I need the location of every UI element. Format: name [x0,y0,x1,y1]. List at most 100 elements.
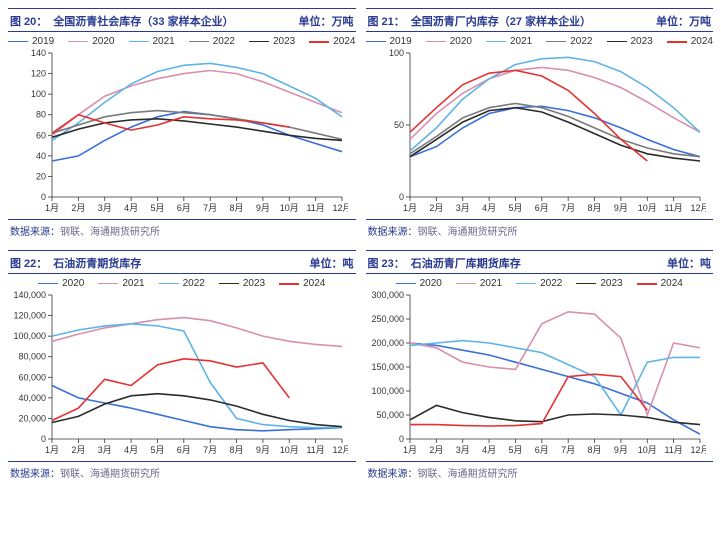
svg-text:7月: 7月 [561,203,575,213]
svg-text:3月: 3月 [455,203,469,213]
legend-item-3: 2022 [189,36,235,47]
legend-swatch [426,41,446,42]
panel-title: 石油沥青期货库存 [53,255,303,271]
svg-text:140: 140 [31,49,46,58]
panel-footer: 数据来源：钢联、海通期货研究所 [8,461,356,486]
header-separator [366,273,714,274]
legend-label: 2019 [390,36,412,47]
panel-unit: 单位：吨 [667,255,711,271]
panel-p20: 图 20： 全国沥青社会库存（33 家样本企业） 单位：万吨 2019 2020 2021… [8,8,356,244]
chart-svg: 0204060801001201401月2月3月4月5月6月7月8月9月10月1… [8,49,348,219]
legend-label: 2020 [450,36,472,47]
source-label: 数据来源： [368,227,418,238]
legend-swatch [8,41,28,42]
header-separator [366,31,714,32]
source-label: 数据来源： [368,469,418,480]
svg-text:120,000: 120,000 [13,311,46,321]
svg-text:50,000: 50,000 [376,410,404,420]
panel-footer: 数据来源：钢联、海通期货研究所 [366,219,714,244]
axes: 050,000100,000150,000200,000250,000300,0… [371,291,706,455]
chart-area: 0501001月2月3月4月5月6月7月8月9月10月11月12月 [366,49,714,219]
panel-footer: 数据来源：钢联、海通期货研究所 [366,461,714,486]
svg-text:7月: 7月 [203,445,217,455]
legend-label: 2023 [631,36,653,47]
legend: 2020 2021 2022 2023 2024 [8,276,356,291]
legend-label: 2023 [600,278,622,289]
legend: 201920202021202220232024 [8,34,356,49]
legend-item-2: 2021 [486,36,532,47]
legend-swatch [98,283,118,284]
legend-label: 2020 [92,36,114,47]
svg-text:10月: 10月 [637,203,656,213]
axes: 020,00040,00060,00080,000100,000120,0001… [13,291,348,455]
figure-number: 图 20： [10,13,47,29]
svg-text:9月: 9月 [613,445,627,455]
svg-text:10月: 10月 [280,445,299,455]
panel-header: 图 23：石油沥青厂库期货库存单位：吨 [366,251,714,273]
legend-swatch [129,41,149,42]
legend-label: 2021 [122,278,144,289]
axes: 0501001月2月3月4月5月6月7月8月9月10月11月12月 [388,49,705,213]
legend-swatch [486,41,506,42]
legend-item-4: 2023 [249,36,295,47]
legend-swatch [667,41,687,43]
chart-svg: 0501001月2月3月4月5月6月7月8月9月10月11月12月 [366,49,706,219]
legend-label: 2024 [691,36,713,47]
series-3 [52,394,342,427]
legend-item-4: 2024 [637,278,683,289]
legend-item-0: 2019 [366,36,412,47]
legend-item-2: 2021 [129,36,175,47]
panel-p21: 图 21：全国沥青厂内库存（27 家样本企业）单位：万吨 2019 2020 2021… [366,8,714,244]
legend-label: 2020 [62,278,84,289]
svg-text:100: 100 [31,89,46,99]
svg-text:300,000: 300,000 [371,291,404,300]
header-separator [8,31,356,32]
svg-text:120: 120 [31,69,46,79]
legend-swatch [607,41,627,42]
legend-label: 2019 [32,36,54,47]
svg-text:1月: 1月 [402,445,416,455]
svg-text:100,000: 100,000 [13,331,46,341]
svg-text:0: 0 [398,434,403,444]
legend-item-0: 2020 [38,278,84,289]
panel-header: 图 21：全国沥青厂内库存（27 家样本企业）单位：万吨 [366,9,714,31]
svg-text:12月: 12月 [332,203,348,213]
svg-text:12月: 12月 [332,445,348,455]
chart-svg: 050,000100,000150,000200,000250,000300,0… [366,291,706,461]
legend-swatch [159,283,179,284]
legend-swatch [516,283,536,284]
svg-text:3月: 3月 [455,445,469,455]
source-label: 数据来源： [10,469,60,480]
legend-swatch [249,41,269,42]
svg-text:20,000: 20,000 [18,413,46,423]
panel-unit: 单位：万吨 [299,13,354,29]
legend-swatch [396,283,416,284]
legend-item-4: 2024 [279,278,325,289]
svg-text:100: 100 [388,49,403,58]
panel-header: 图 20： 全国沥青社会库存（33 家样本企业） 单位：万吨 [8,9,356,31]
panel-p22: 图 22：石油沥青期货库存单位：吨20202021202220232024020… [8,250,356,486]
svg-text:9月: 9月 [613,203,627,213]
svg-text:12月: 12月 [690,445,706,455]
panel-title: 全国沥青社会库存（33 家样本企业） [53,13,292,29]
legend: 20202021202220232024 [366,276,714,291]
svg-text:0: 0 [398,192,403,202]
legend-swatch [456,283,476,284]
legend-swatch [219,283,239,284]
figure-number: 图 23： [368,255,405,271]
legend-label: 2022 [183,278,205,289]
svg-text:3月: 3月 [98,445,112,455]
legend-label: 2023 [273,36,295,47]
legend-label: 2021 [480,278,502,289]
svg-text:200,000: 200,000 [371,338,404,348]
panel-header: 图 22：石油沥青期货库存单位：吨 [8,251,356,273]
svg-text:4月: 4月 [482,203,496,213]
legend-label: 2022 [540,278,562,289]
legend-label: 2022 [570,36,592,47]
legend-item-0: 2019 [8,36,54,47]
source-text: 钢联、海通期货研究所 [418,227,518,238]
legend-label: 2023 [243,278,265,289]
svg-text:11月: 11月 [664,203,682,213]
panel-title: 全国沥青厂内库存（27 家样本企业） [411,13,650,29]
series-4 [410,374,647,426]
